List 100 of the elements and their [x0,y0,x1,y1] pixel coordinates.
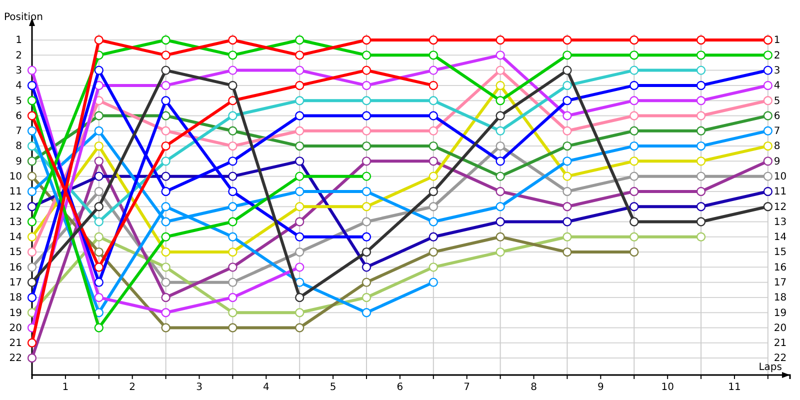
point [630,141,639,151]
point [630,202,639,212]
y-tick-label: 4 [16,80,22,92]
x-tick-label: 2 [129,382,136,394]
point [295,247,304,257]
point [228,308,238,318]
point [562,202,572,212]
point [428,50,438,60]
y-tick-label: 15 [9,247,22,258]
point [696,80,706,90]
x-tick-label: 5 [330,382,336,394]
point [630,186,639,196]
point [562,247,572,257]
point [763,66,773,75]
point [295,323,304,332]
point [763,172,773,181]
point [696,232,706,242]
point [362,308,372,318]
point [228,50,238,60]
point [228,278,238,287]
point [496,202,505,212]
point [27,156,37,166]
x-tick-label: 10 [661,382,674,394]
point [27,278,37,287]
point [562,66,572,75]
x-tick-label: 4 [262,382,270,394]
point [428,156,438,166]
point [94,111,104,120]
point [428,186,438,196]
y2-tick-label: 16 [774,262,787,274]
y-tick-label: 12 [9,202,22,213]
point [362,262,372,272]
point [496,50,505,60]
point [362,247,372,257]
y2-tick-label: 3 [774,66,780,77]
point [428,66,438,75]
point [228,247,238,257]
point [161,35,170,45]
point [428,111,438,120]
point [161,66,170,75]
point [94,66,104,75]
y-tick-label: 10 [9,172,22,183]
point [428,262,438,272]
y-tick-label: 8 [16,141,22,152]
point [496,217,505,226]
point [630,217,639,226]
point [428,232,438,242]
point [27,217,37,226]
x-tick-label: 6 [396,382,404,394]
y2-tick-label: 5 [774,96,780,107]
point [27,353,37,363]
point [94,141,104,151]
y-tick-label: 20 [9,322,22,334]
y2-tick-label: 21 [774,338,787,350]
x-tick-label: 7 [464,382,470,394]
point [295,202,304,212]
point [94,126,104,136]
point [27,292,37,302]
y-tick-label: 1 [16,35,22,46]
point [562,35,572,45]
point [630,35,639,45]
point [696,50,706,60]
point [161,156,170,166]
y-tick-label: 3 [16,66,22,77]
point [428,172,438,181]
point [27,232,37,242]
y-axis-title: Position [4,12,43,23]
point [295,262,304,272]
y2-tick-label: 20 [774,322,787,334]
point [161,262,170,272]
point [94,172,104,181]
point [696,35,706,45]
y-tick-label: 21 [9,338,22,350]
point [362,232,372,242]
point [362,111,372,120]
point [496,111,505,120]
y2-tick-label: 18 [774,292,787,304]
point [94,35,104,45]
point [362,172,372,181]
y-tick-label: 19 [9,308,22,319]
point [161,80,170,90]
point [362,50,372,60]
point [496,156,505,166]
point [161,202,170,212]
point [228,186,238,196]
point [763,111,773,120]
point [94,323,104,332]
point [362,292,372,302]
x-tick-label: 11 [728,382,741,394]
point [630,247,639,257]
point [161,111,170,120]
point [228,292,238,302]
y2-tick-label: 13 [774,216,787,228]
point [295,308,304,318]
point [428,35,438,45]
y-tick-label: 6 [16,110,22,122]
point [161,141,170,151]
point [228,323,238,332]
y-tick-label: 2 [16,50,22,62]
point [428,278,438,287]
